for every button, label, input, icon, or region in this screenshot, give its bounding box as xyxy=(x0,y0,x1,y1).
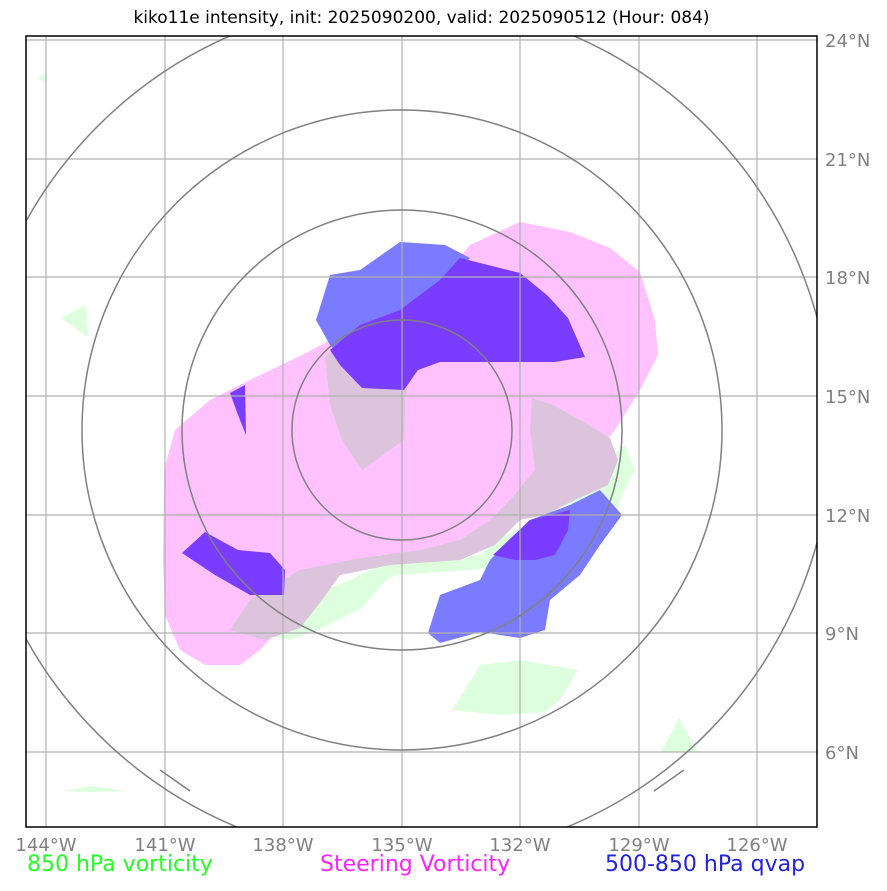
vorticity-patch xyxy=(229,445,635,640)
vorticity-patch xyxy=(62,786,127,792)
lat-tick-label: 9°N xyxy=(825,624,859,645)
lat-tick-label: 15°N xyxy=(825,387,870,408)
legend-steering-vorticity: Steering Vorticity xyxy=(320,852,511,877)
lon-tick-label: 132°W xyxy=(489,835,550,856)
range-ring xyxy=(181,209,623,651)
gridlines xyxy=(26,36,817,827)
legend-qvap: 500-850 hPa qvap xyxy=(605,852,806,877)
lon-tick-label: 141°W xyxy=(134,835,195,856)
lon-tick-label: 135°W xyxy=(371,835,432,856)
vorticity-patch xyxy=(38,72,46,84)
lon-tick-label: 129°W xyxy=(608,835,669,856)
range-rings xyxy=(26,36,817,827)
vorticity-patch xyxy=(61,305,88,337)
qvap-dark-patch xyxy=(230,385,246,435)
qvap-patch xyxy=(428,490,622,643)
qvap-dark-patch xyxy=(330,258,585,390)
range-ring xyxy=(291,319,513,541)
lon-tick-label: 126°W xyxy=(726,835,787,856)
vorticity-patch xyxy=(452,660,578,715)
ring-cut-right xyxy=(653,769,685,792)
plot-title: kiko11e intensity, init: 2025090200, val… xyxy=(133,8,710,28)
legend-850-vorticity: 850 hPa vorticity xyxy=(27,852,213,877)
qvap-dark-patch xyxy=(493,510,570,560)
latitude-ticks: 24°N 21°N 18°N 15°N 12°N 9°N 6°N xyxy=(825,31,870,764)
longitude-ticks: 144°W 141°W 138°W 135°W 132°W 129°W 126°… xyxy=(15,835,787,856)
ring-cut-left xyxy=(159,769,191,792)
overlap-patch xyxy=(230,398,618,640)
lon-tick-label: 138°W xyxy=(252,835,313,856)
lon-tick-label: 144°W xyxy=(15,835,76,856)
qvap-dark-patch xyxy=(182,532,285,595)
lat-tick-label: 24°N xyxy=(825,31,870,52)
plot-frame xyxy=(25,35,818,828)
vorticity-patch xyxy=(661,718,698,752)
lat-tick-label: 21°N xyxy=(825,150,870,171)
lat-tick-label: 12°N xyxy=(825,506,870,527)
qvap-dark-layer xyxy=(182,258,585,595)
range-ring xyxy=(81,109,723,751)
vorticity-850-layer xyxy=(38,72,698,792)
lat-tick-label: 6°N xyxy=(825,743,859,764)
lat-tick-label: 18°N xyxy=(825,268,870,289)
